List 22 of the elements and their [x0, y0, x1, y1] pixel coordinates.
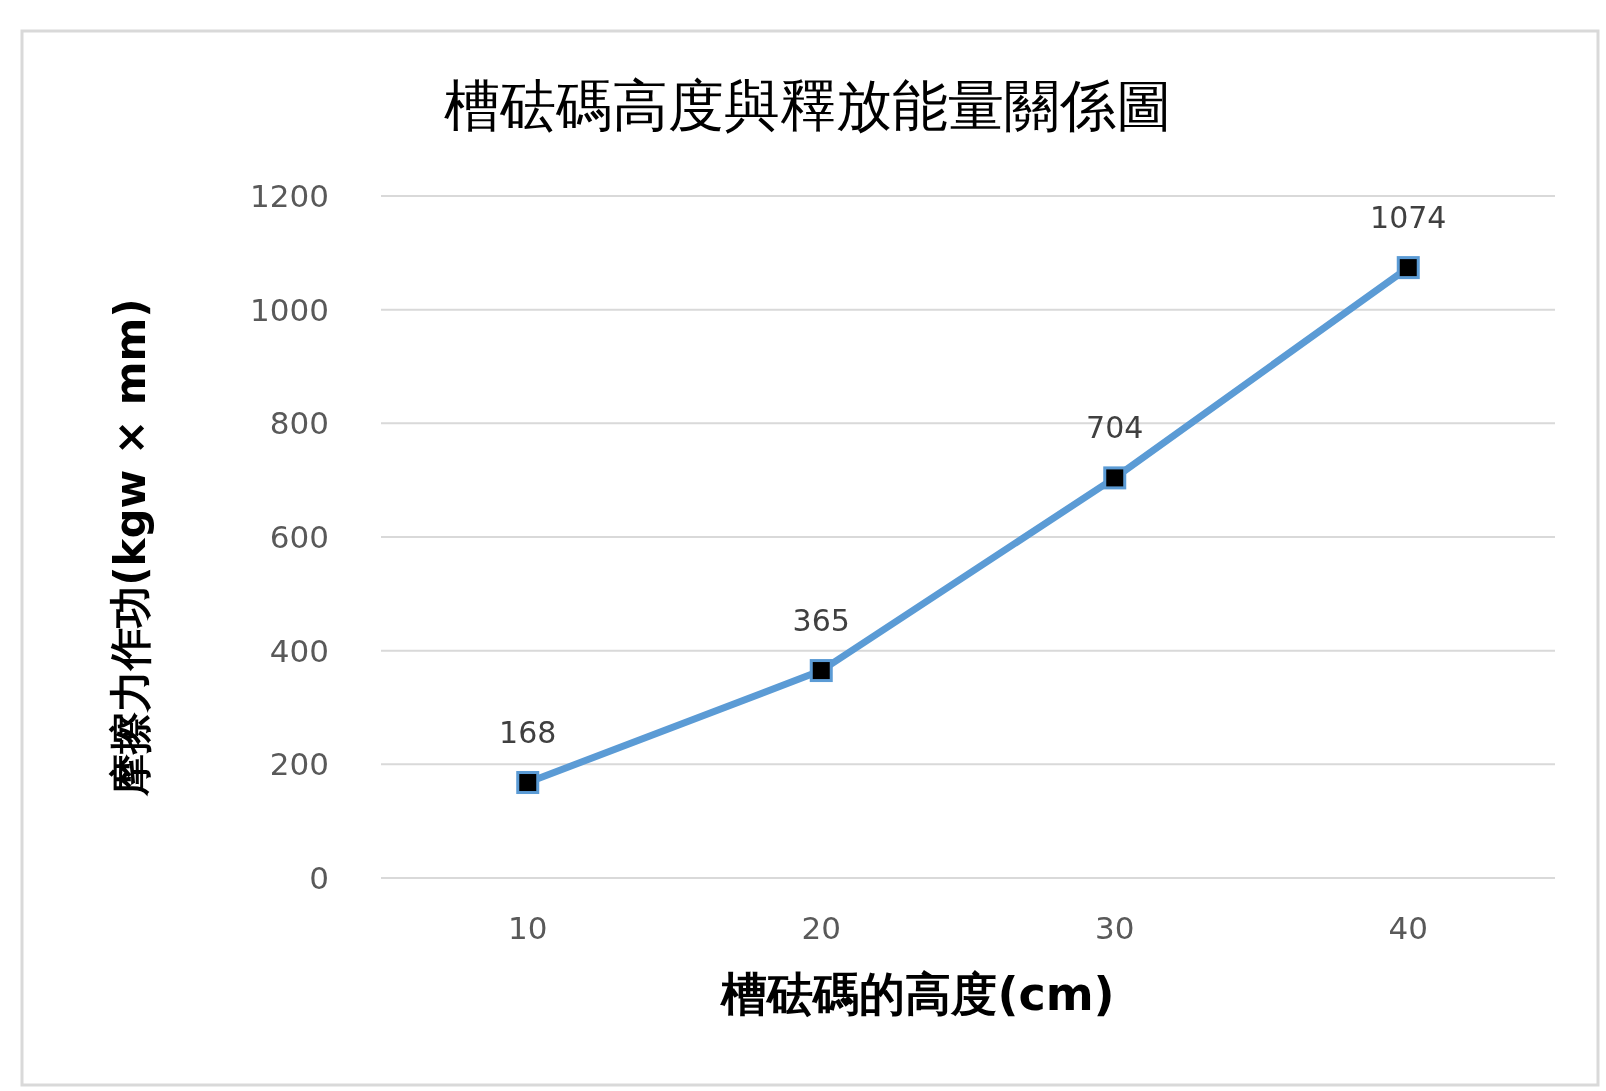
y-tick-label: 200	[269, 746, 329, 783]
y-tick-label: 1200	[250, 178, 329, 214]
y-tick-label: 1000	[250, 291, 329, 328]
data-label: 168	[499, 714, 557, 750]
x-tick-label: 30	[1095, 910, 1135, 946]
y-tick-label: 600	[269, 519, 329, 555]
data-label: 704	[1086, 409, 1144, 445]
x-tick-label: 40	[1388, 910, 1428, 946]
y-tick-label: 800	[269, 405, 329, 442]
y-axis-title: 摩擦力作功(kgw × mm)	[106, 298, 155, 797]
y-tick-label: 400	[269, 632, 329, 669]
x-axis-title: 槽砝碼的高度(cm)	[720, 967, 1115, 1021]
data-label: 1074	[1370, 199, 1447, 235]
y-tick-label: 0	[309, 860, 329, 896]
data-label: 365	[792, 602, 850, 638]
point	[1103, 466, 1127, 490]
point	[1396, 256, 1420, 280]
point	[809, 659, 833, 683]
x-tick-label: 10	[508, 910, 548, 946]
point	[516, 771, 540, 795]
x-tick-label: 20	[801, 910, 841, 946]
chart-title: 槽砝碼高度與釋放能量關係圖	[444, 73, 1172, 138]
